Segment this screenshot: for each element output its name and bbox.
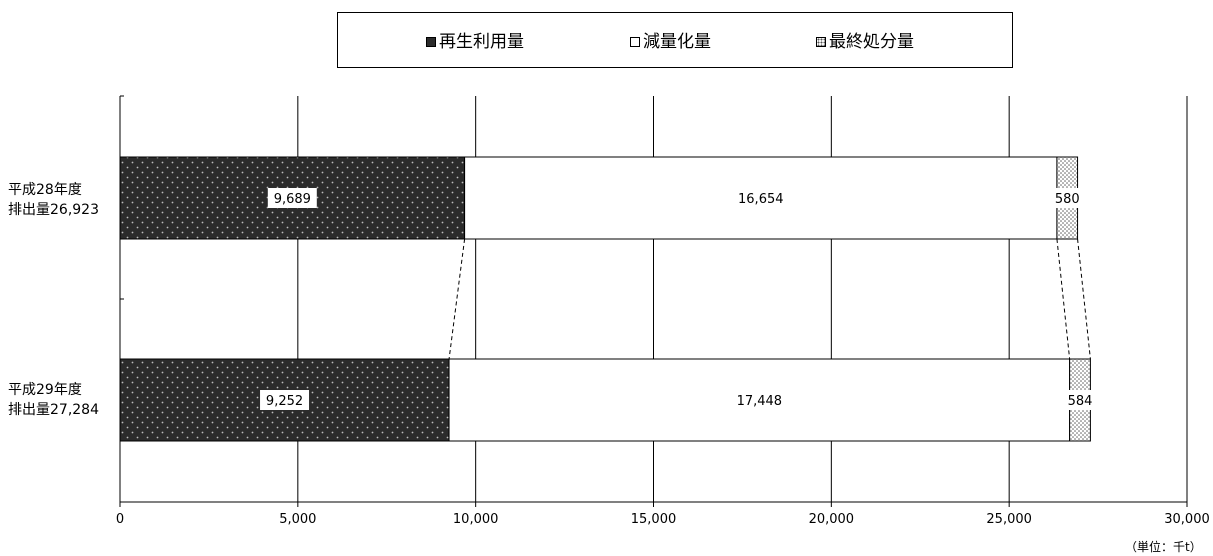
legend-label-final-disposal: 最終処分量 (829, 32, 914, 52)
data-label-recycled-0: 9,689 (274, 192, 311, 207)
category-label-h28: 平成28年度 排出量26,923 (8, 180, 99, 220)
connector-lines (448, 238, 1091, 360)
x-tick-label-20000: 20,000 (808, 512, 855, 527)
bar-segment-reduced-1 (448, 358, 1071, 442)
x-tick-label-25000: 25,000 (986, 512, 1032, 527)
axes (119, 95, 1188, 507)
legend-swatch-final-disposal (816, 37, 826, 47)
data-label-recycled-1: 9,252 (266, 394, 303, 409)
connector-line-0 (448, 238, 466, 360)
category-label-h29-total: 排出量27,284 (8, 402, 99, 418)
category-label-h28-year: 平成28年度 (8, 182, 82, 198)
legend-label-recycled: 再生利用量 (439, 32, 524, 52)
unit-label: （単位：千t） (1125, 540, 1202, 554)
x-tick-label-5000: 5,000 (279, 512, 317, 527)
legend-swatch-recycled (426, 37, 436, 47)
data-label-reduced-0: 16,654 (738, 192, 784, 207)
connector-line-1 (1056, 238, 1071, 360)
data-label-bg-final-disposal-1 (1064, 390, 1096, 410)
data-label-bg-recycled-1 (260, 390, 310, 410)
x-tick-label-10000: 10,000 (452, 512, 499, 527)
category-label-h29: 平成29年度 排出量27,284 (8, 380, 99, 420)
legend-item-recycled: 再生利用量 (426, 33, 524, 51)
data-label-bg-final-disposal-0 (1051, 188, 1083, 208)
x-tick-label-30000: 30,000 (1164, 512, 1210, 527)
legend-swatch-reduced (630, 37, 640, 47)
connector-line-2 (1077, 238, 1091, 360)
x-tick-label-0: 0 (115, 512, 125, 527)
data-label-final-disposal-1: 584 (1068, 394, 1093, 409)
legend-label-reduced: 減量化量 (643, 32, 711, 52)
data-label-final-disposal-0: 580 (1055, 192, 1080, 207)
bar-segment-reduced-0 (464, 156, 1058, 240)
legend-item-reduced: 減量化量 (630, 33, 711, 51)
bars: 9,689 16,654 580 9,252 17,448 584 (119, 156, 1096, 442)
category-label-h29-year: 平成29年度 (8, 382, 82, 398)
data-label-reduced-1: 17,448 (737, 394, 783, 409)
legend-item-final-disposal: 最終処分量 (816, 33, 914, 51)
category-label-h28-total: 排出量26,923 (8, 202, 99, 218)
data-label-bg-recycled-0 (267, 188, 317, 208)
legend: 再生利用量 減量化量 最終処分量 (337, 12, 1013, 68)
x-tick-label-15000: 15,000 (630, 512, 677, 527)
